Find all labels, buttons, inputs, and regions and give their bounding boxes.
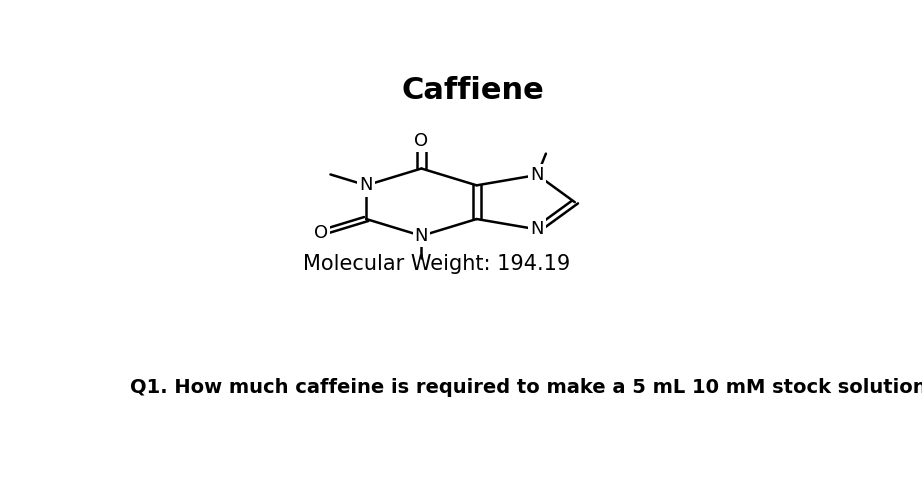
Text: Caffiene: Caffiene bbox=[401, 76, 544, 105]
Text: N: N bbox=[360, 176, 373, 195]
Text: N: N bbox=[530, 166, 544, 184]
Text: Molecular Weight: 194.19: Molecular Weight: 194.19 bbox=[303, 254, 571, 274]
Text: O: O bbox=[414, 132, 429, 150]
Text: N: N bbox=[415, 227, 428, 245]
Text: N: N bbox=[530, 220, 544, 239]
Text: O: O bbox=[313, 224, 328, 242]
Text: Q1. How much caffeine is required to make a 5 mL 10 mM stock solution?: Q1. How much caffeine is required to mak… bbox=[129, 378, 922, 396]
